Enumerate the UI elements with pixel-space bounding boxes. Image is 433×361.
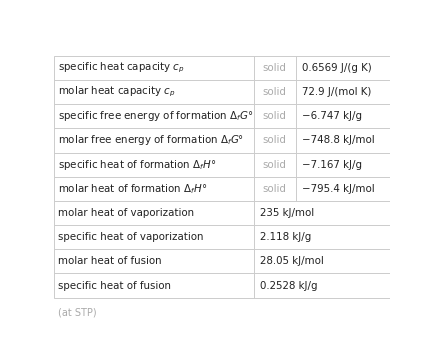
Text: specific heat of vaporization: specific heat of vaporization <box>58 232 204 242</box>
Text: 2.118 kJ/g: 2.118 kJ/g <box>260 232 311 242</box>
Text: specific heat of fusion: specific heat of fusion <box>58 280 171 291</box>
Text: specific heat capacity $c_p$: specific heat capacity $c_p$ <box>58 61 185 75</box>
Text: 0.6569 J/(g K): 0.6569 J/(g K) <box>302 63 372 73</box>
Text: solid: solid <box>263 135 287 145</box>
Text: solid: solid <box>263 63 287 73</box>
Bar <box>54 56 390 298</box>
Text: 235 kJ/mol: 235 kJ/mol <box>260 208 314 218</box>
Text: molar heat of formation $\Delta_f H°$: molar heat of formation $\Delta_f H°$ <box>58 182 207 196</box>
Text: specific heat of formation $\Delta_f H°$: specific heat of formation $\Delta_f H°$ <box>58 158 216 171</box>
Text: solid: solid <box>263 160 287 170</box>
Text: molar heat capacity $c_p$: molar heat capacity $c_p$ <box>58 85 176 99</box>
Text: solid: solid <box>263 87 287 97</box>
Text: 72.9 J/(mol K): 72.9 J/(mol K) <box>302 87 371 97</box>
Text: solid: solid <box>263 184 287 194</box>
Text: −7.167 kJ/g: −7.167 kJ/g <box>302 160 362 170</box>
Text: specific free energy of formation $\Delta_f G°$: specific free energy of formation $\Delt… <box>58 109 253 123</box>
Text: 28.05 kJ/mol: 28.05 kJ/mol <box>260 256 323 266</box>
Text: −795.4 kJ/mol: −795.4 kJ/mol <box>302 184 375 194</box>
Text: (at STP): (at STP) <box>58 308 97 317</box>
Text: −748.8 kJ/mol: −748.8 kJ/mol <box>302 135 375 145</box>
Text: 0.2528 kJ/g: 0.2528 kJ/g <box>260 280 317 291</box>
Text: molar free energy of formation $\Delta_f G°$: molar free energy of formation $\Delta_f… <box>58 134 244 148</box>
Text: −6.747 kJ/g: −6.747 kJ/g <box>302 111 362 121</box>
Text: molar heat of vaporization: molar heat of vaporization <box>58 208 194 218</box>
Text: solid: solid <box>263 111 287 121</box>
Text: molar heat of fusion: molar heat of fusion <box>58 256 162 266</box>
